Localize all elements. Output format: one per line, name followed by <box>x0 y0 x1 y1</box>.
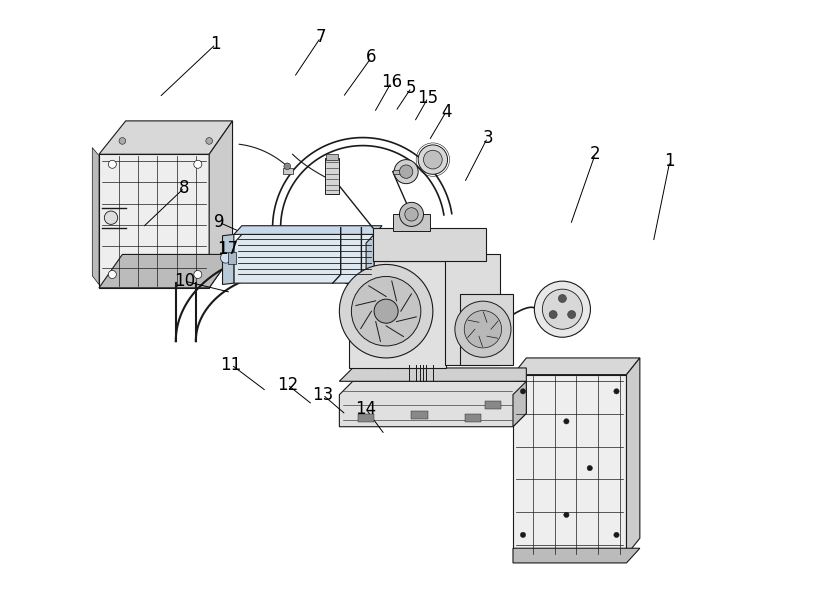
Circle shape <box>520 389 526 394</box>
Circle shape <box>108 160 117 168</box>
Circle shape <box>104 211 117 224</box>
Circle shape <box>559 294 566 303</box>
Circle shape <box>542 289 582 329</box>
Circle shape <box>564 419 569 424</box>
Polygon shape <box>627 358 640 555</box>
Polygon shape <box>339 368 526 381</box>
Text: 17: 17 <box>216 240 237 258</box>
Circle shape <box>399 165 413 178</box>
Text: 2: 2 <box>590 145 601 163</box>
Bar <box>283 168 293 174</box>
Text: 10: 10 <box>174 272 195 290</box>
Circle shape <box>520 532 526 538</box>
Bar <box>411 411 428 419</box>
Text: 14: 14 <box>356 401 377 418</box>
Text: 1: 1 <box>664 152 675 170</box>
Circle shape <box>464 310 502 348</box>
Bar <box>228 252 236 264</box>
Polygon shape <box>445 254 500 365</box>
Circle shape <box>119 138 126 144</box>
Circle shape <box>352 276 421 346</box>
Circle shape <box>394 160 418 184</box>
Circle shape <box>418 145 447 174</box>
Text: 6: 6 <box>366 48 377 67</box>
Circle shape <box>550 310 557 319</box>
Polygon shape <box>513 375 627 555</box>
Polygon shape <box>234 234 374 283</box>
Polygon shape <box>373 228 487 261</box>
Polygon shape <box>99 254 232 288</box>
Circle shape <box>221 253 232 263</box>
Bar <box>485 401 501 409</box>
Circle shape <box>399 203 424 226</box>
Text: 9: 9 <box>214 213 224 231</box>
Polygon shape <box>349 261 446 368</box>
Bar <box>358 414 374 422</box>
Circle shape <box>374 299 399 323</box>
Text: 7: 7 <box>315 28 326 47</box>
Circle shape <box>194 270 202 279</box>
Polygon shape <box>234 226 382 234</box>
Text: 16: 16 <box>381 73 402 91</box>
Polygon shape <box>513 381 526 426</box>
Text: 8: 8 <box>180 178 190 197</box>
Bar <box>326 154 338 160</box>
Circle shape <box>568 310 576 319</box>
Circle shape <box>339 264 433 358</box>
Polygon shape <box>366 234 374 283</box>
Circle shape <box>284 163 290 170</box>
Text: 3: 3 <box>482 128 493 147</box>
Text: 13: 13 <box>312 386 333 403</box>
Circle shape <box>194 160 202 168</box>
Text: 5: 5 <box>406 78 417 97</box>
Polygon shape <box>513 358 640 375</box>
Bar <box>393 214 430 231</box>
Circle shape <box>455 301 511 358</box>
Text: 1: 1 <box>211 35 221 53</box>
Polygon shape <box>339 381 526 426</box>
Bar <box>465 414 481 422</box>
Circle shape <box>614 389 619 394</box>
Circle shape <box>534 281 591 337</box>
Polygon shape <box>222 234 234 284</box>
Circle shape <box>614 532 619 538</box>
Polygon shape <box>460 294 513 365</box>
Text: 15: 15 <box>418 88 439 107</box>
Circle shape <box>404 208 418 221</box>
Circle shape <box>587 465 592 471</box>
Text: 11: 11 <box>221 356 242 373</box>
Polygon shape <box>209 121 232 288</box>
Bar <box>325 158 339 194</box>
Polygon shape <box>92 148 99 284</box>
Polygon shape <box>99 154 209 288</box>
Text: 4: 4 <box>441 102 451 121</box>
Circle shape <box>206 138 212 144</box>
Polygon shape <box>99 121 232 154</box>
Polygon shape <box>513 548 640 563</box>
Circle shape <box>564 512 569 518</box>
Circle shape <box>424 150 442 169</box>
Bar <box>393 170 406 174</box>
Circle shape <box>108 270 117 279</box>
Text: 12: 12 <box>277 376 298 393</box>
